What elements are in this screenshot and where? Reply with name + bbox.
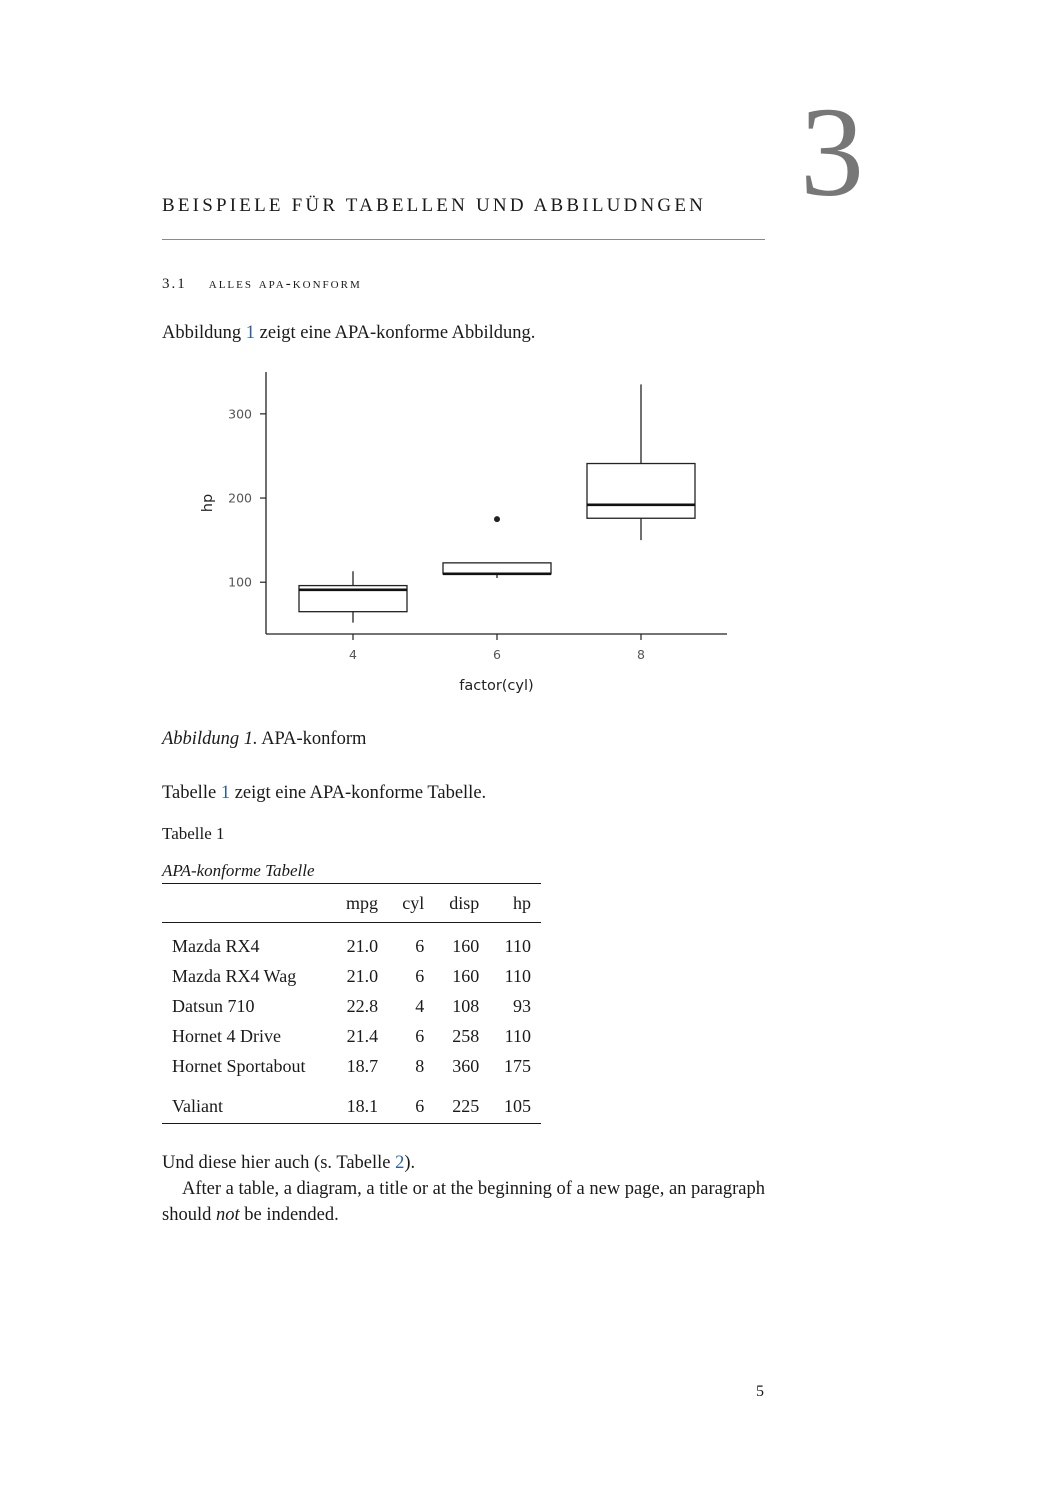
hp-cell: 105	[504, 1095, 531, 1116]
disp-cell: 160	[452, 965, 480, 986]
cyl-cell: 6	[415, 1025, 425, 1046]
figure-intro-text-end: zeigt eine APA-konforme Abbildung.	[255, 323, 536, 343]
disp-cell: 360	[452, 1055, 480, 1076]
y-tick-label: 300	[228, 406, 252, 421]
y-tick-label: 100	[228, 575, 252, 590]
hp-cell: 93	[513, 995, 531, 1016]
table-title: APA-konforme Tabelle	[162, 861, 315, 880]
figure-intro-text: Abbildung	[162, 323, 246, 343]
emphasis-not: not	[215, 1205, 240, 1225]
disp-cell: 108	[452, 995, 480, 1016]
table-intro-paragraph: Tabelle 1 zeigt eine APA-konforme Tabell…	[162, 783, 486, 804]
table-row: Hornet 4 Drive 21.4 6 258 110	[162, 1021, 541, 1051]
disp-cell: 160	[452, 935, 480, 956]
disp-cell: 225	[452, 1095, 480, 1116]
cyl-cell: 6	[415, 965, 425, 986]
column-header	[162, 884, 331, 923]
mpg-cell: 18.1	[346, 1095, 379, 1116]
figure-ref-link[interactable]: 1	[245, 323, 256, 343]
closing-text: Und diese hier auch (s. Tabelle 2). Afte…	[162, 1150, 765, 1228]
mpg-cell: 21.0	[346, 965, 379, 986]
closing-paragraph-2: After a table, a diagram, a title or at …	[162, 1176, 765, 1228]
boxplot-figure: 100 200 300 4 6 8 factor(cyl) hp	[200, 372, 727, 694]
paragraph-text-end: be indended.	[239, 1205, 339, 1225]
table-2-ref-link[interactable]: 2	[395, 1153, 405, 1173]
outlier-point	[494, 516, 500, 523]
y-tick-label: 200	[228, 491, 252, 506]
figure-intro-paragraph: Abbildung 1 zeigt eine APA-konforme Abbi…	[162, 323, 535, 344]
car-name: Mazda RX4	[172, 935, 260, 956]
section-title: Alles APA-konform	[208, 276, 362, 292]
boxplot-chart: 100 200 300 4 6 8 factor(cyl) hp	[200, 372, 727, 694]
cyl-cell: 4	[415, 995, 425, 1016]
hp-cell: 110	[504, 965, 531, 986]
mpg-cell: 18.7	[346, 1055, 379, 1076]
figure-caption: Abbildung 1. APA-konform	[162, 729, 366, 750]
x-tick-label: 8	[637, 647, 645, 662]
paragraph-text-start: After a table, a diagram, a title or at …	[162, 1179, 766, 1225]
table-row: Mazda RX4 Wag 21.0 6 160 110	[162, 961, 541, 991]
cyl-cell: 6	[415, 1095, 425, 1116]
hp-cell: 175	[504, 1055, 531, 1076]
chapter-rule	[162, 239, 765, 240]
hp-cell: 110	[504, 935, 531, 956]
figure-caption-label: Abbildung 1.	[162, 729, 258, 749]
table-row: Datsun 710 22.8 4 108 93	[162, 991, 541, 1021]
x-tick-label: 6	[493, 647, 501, 662]
table-intro-text-end: zeigt eine APA-konforme Tabelle.	[230, 783, 487, 803]
y-axis-label: hp	[200, 494, 216, 512]
x-axis-label: factor(cyl)	[459, 678, 533, 694]
chapter-number: 3	[800, 81, 864, 223]
closing-text-end: ).	[404, 1153, 416, 1173]
disp-cell: 258	[452, 1025, 480, 1046]
table-header-row: mpg cyl disp hp	[162, 883, 541, 923]
hp-cell: 110	[504, 1025, 531, 1046]
data-table: mpg cyl disp hp Mazda RX4 21.0 6 160 110…	[162, 883, 541, 1124]
column-header-hp: hp	[513, 892, 531, 913]
box	[586, 462, 696, 519]
mpg-cell: 22.8	[346, 995, 379, 1016]
page-number: 5	[756, 1383, 764, 1400]
chapter-title: Beispiele für Tabellen und Abbiludngen	[162, 195, 707, 216]
table-row: Hornet Sportabout 18.7 8 360 175	[162, 1051, 541, 1081]
car-name: Mazda RX4 Wag	[172, 965, 297, 986]
cyl-cell: 6	[415, 935, 425, 956]
car-name: Hornet 4 Drive	[172, 1025, 281, 1046]
column-header-disp: disp	[449, 892, 480, 913]
x-tick-label: 4	[349, 647, 357, 662]
box	[442, 562, 552, 575]
closing-text-start: Und diese hier auch (s. Tabelle	[162, 1153, 396, 1173]
car-name: Hornet Sportabout	[172, 1055, 306, 1076]
column-header-mpg: mpg	[346, 892, 379, 913]
section-heading: 3.1 Alles APA-konform	[162, 276, 362, 293]
mpg-cell: 21.4	[346, 1025, 379, 1046]
table-ref-link[interactable]: 1	[220, 783, 231, 803]
table-label: Tabelle 1	[162, 824, 225, 843]
figure-caption-text: APA-konform	[257, 729, 367, 749]
column-header-cyl: cyl	[402, 892, 425, 913]
cyl-cell: 8	[415, 1055, 425, 1076]
table-intro-text: Tabelle	[162, 783, 221, 803]
mpg-cell: 21.0	[346, 935, 379, 956]
car-name: Valiant	[172, 1095, 223, 1116]
table-row: Valiant 18.1 6 225 105	[162, 1081, 541, 1124]
car-name: Datsun 710	[172, 995, 255, 1016]
section-number: 3.1	[162, 276, 187, 292]
table-row: Mazda RX4 21.0 6 160 110	[162, 923, 541, 962]
closing-paragraph-1: Und diese hier auch (s. Tabelle 2).	[162, 1150, 765, 1176]
